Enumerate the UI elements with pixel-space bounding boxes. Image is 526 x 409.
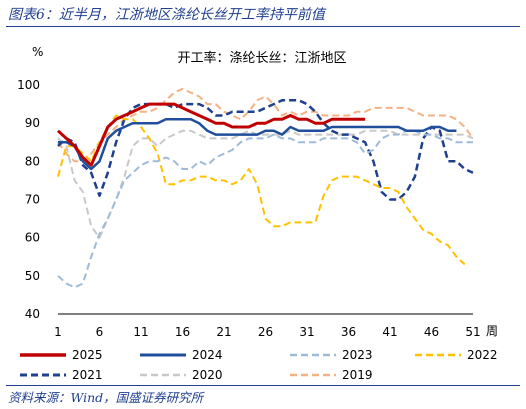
y-axis-unit-label: % xyxy=(32,45,43,59)
x-tick-label: 41 xyxy=(382,325,397,339)
x-tick-label: 11 xyxy=(133,325,148,339)
legend-label-2022: 2022 xyxy=(467,348,498,362)
series-line-2023 xyxy=(57,129,473,289)
x-tick-label: 46 xyxy=(424,325,439,339)
x-tick-label: 31 xyxy=(299,325,314,339)
legend-label-2024: 2024 xyxy=(192,348,223,362)
x-tick-label: 1 xyxy=(54,325,62,339)
source-note: 资料来源：Wind，国盛证券研究所 xyxy=(8,390,204,405)
chart-title: 开工率：涤纶长丝：江浙地区 xyxy=(177,50,346,66)
y-tick-label: 40 xyxy=(25,307,40,321)
series-line-2025 xyxy=(56,102,366,167)
series-line-2021 xyxy=(57,99,474,201)
x-tick-label: 51 xyxy=(465,325,480,339)
y-tick-label: 60 xyxy=(25,231,40,245)
legend-label-2019: 2019 xyxy=(342,368,373,382)
series-line-2019 xyxy=(57,87,474,163)
x-tick-label: 16 xyxy=(175,325,190,339)
y-tick-label: 90 xyxy=(25,116,40,130)
x-tick-label: 6 xyxy=(96,325,104,339)
x-tick-label: 21 xyxy=(216,325,231,339)
legend-label-2023: 2023 xyxy=(342,348,373,362)
x-tick-label: 36 xyxy=(341,325,356,339)
legend-label-2020: 2020 xyxy=(192,368,223,382)
series-line-2020 xyxy=(57,129,474,239)
series-lines-group xyxy=(56,87,474,289)
legend-label-2021: 2021 xyxy=(72,368,103,382)
series-line-2022 xyxy=(57,114,466,266)
y-tick-label: 100 xyxy=(17,78,40,92)
y-tick-label: 50 xyxy=(25,269,40,283)
series-line-2024 xyxy=(58,118,457,171)
legend: 2025 2024 2023 2022 2021 2020 2019 xyxy=(20,348,498,382)
figure-title: 图表6：近半月，江浙地区涤纶长丝开工率持平前值 xyxy=(8,7,325,23)
title-divider xyxy=(6,26,520,27)
legend-label-2025: 2025 xyxy=(72,348,103,362)
y-tick-label: 80 xyxy=(25,154,40,168)
x-axis-unit-label: 周 xyxy=(486,324,498,338)
x-tick-label: 26 xyxy=(258,325,273,339)
y-tick-label: 70 xyxy=(25,193,40,207)
source-divider xyxy=(6,385,520,386)
